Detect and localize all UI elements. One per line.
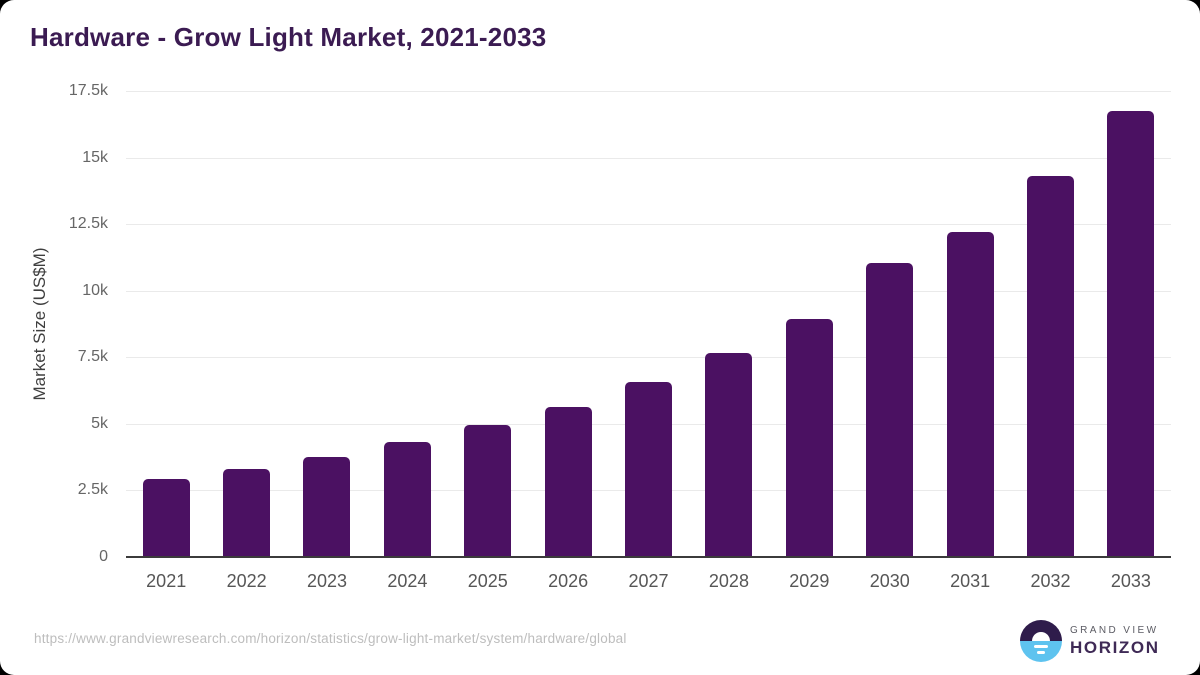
bar-2025 — [464, 425, 512, 557]
x-axis-labels: 2021 2022 2023 2024 2025 2026 2027 2028 2029 2030… — [126, 571, 1171, 592]
x-tick-label: 2021 — [146, 571, 187, 591]
bars-container — [126, 91, 1171, 557]
bar-2029 — [785, 319, 833, 557]
x-tick-label: 2023 — [306, 571, 347, 591]
gridline — [126, 91, 1171, 92]
bar-slot — [206, 91, 286, 557]
gridline — [126, 357, 1171, 359]
plot-area — [126, 91, 1171, 558]
gridline — [126, 224, 1171, 226]
y-tick-label: 12.5k — [68, 215, 108, 233]
x-tick-label: 2031 — [950, 571, 991, 591]
y-tick-label: 5k — [91, 414, 108, 432]
bar-slot — [448, 91, 528, 557]
bar-slot — [769, 91, 849, 557]
brand-logo-text: GRAND VIEW HORIZON — [1070, 625, 1160, 657]
y-tick-label: 7.5k — [77, 348, 108, 366]
horizon-sun-icon — [1020, 620, 1062, 662]
bar-2023 — [303, 457, 351, 557]
y-tick-label: 0 — [99, 548, 108, 565]
x-tick-label: 2027 — [628, 571, 669, 591]
y-axis-ticks: 17.5k 15k 12.5k 10k 7.5k 5k 2.5k 0 — [0, 82, 108, 565]
bar-2031 — [946, 231, 994, 557]
bar-slot — [367, 91, 447, 557]
x-tick-label: 2033 — [1110, 571, 1151, 591]
y-tick-label: 10k — [82, 281, 108, 299]
x-tick-label: 2028 — [708, 571, 749, 591]
x-tick-label: 2030 — [869, 571, 910, 591]
bar-slot — [850, 91, 930, 557]
x-tick-label: 2032 — [1030, 571, 1071, 591]
gridline — [126, 290, 1171, 292]
brand-logo: GRAND VIEW HORIZON — [1020, 620, 1160, 662]
x-tick-label: 2025 — [467, 571, 508, 591]
bar-slot — [1010, 91, 1090, 557]
gridline — [126, 157, 1171, 159]
x-tick-label: 2026 — [548, 571, 589, 591]
bar-2030 — [866, 262, 914, 557]
bar-2026 — [544, 406, 592, 557]
y-tick-label: 17.5k — [68, 82, 108, 99]
bar-2032 — [1026, 176, 1074, 557]
bar-slot — [930, 91, 1010, 557]
bar-slot — [1091, 91, 1171, 557]
chart-title: Hardware - Grow Light Market, 2021-2033 — [30, 22, 547, 52]
y-tick-label: 2.5k — [77, 481, 108, 499]
bar-slot — [287, 91, 367, 557]
x-axis-line — [126, 556, 1171, 558]
x-tick-label: 2029 — [789, 571, 830, 591]
bar-2028 — [705, 353, 753, 557]
bar-slot — [126, 91, 206, 557]
brand-name-top: GRAND VIEW — [1070, 625, 1159, 636]
bar-slot — [528, 91, 608, 557]
bar-2022 — [223, 468, 271, 557]
bar-2024 — [383, 442, 431, 557]
x-tick-label: 2022 — [226, 571, 267, 591]
source-url: https://www.grandviewresearch.com/horizo… — [34, 631, 627, 646]
bar-2033 — [1107, 110, 1155, 557]
bar-slot — [689, 91, 769, 557]
brand-name-bottom: HORIZON — [1070, 638, 1160, 657]
bar-slot — [608, 91, 688, 557]
bar-2021 — [142, 479, 190, 557]
bar-2027 — [625, 382, 673, 557]
y-tick-label: 15k — [82, 148, 108, 166]
x-tick-label: 2024 — [387, 571, 428, 591]
